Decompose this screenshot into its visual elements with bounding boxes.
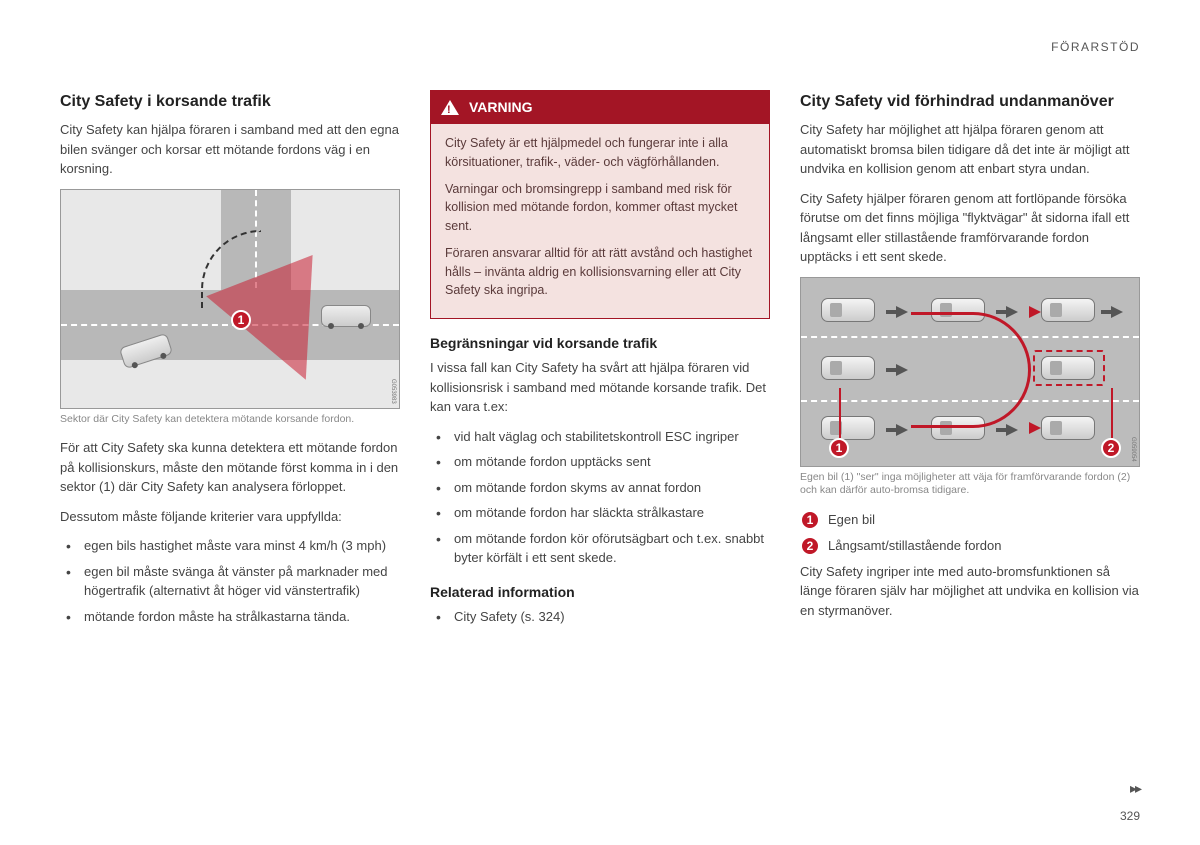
warning-title: VARNING: [469, 97, 533, 118]
col1-intro: City Safety kan hjälpa föraren i samband…: [60, 120, 400, 179]
col2-h3b: Relaterad information: [430, 582, 770, 603]
legend2-text: Långsamt/stillastående fordon: [828, 536, 1001, 556]
traffic-car-icon: [821, 416, 875, 440]
traffic-car-icon: [821, 298, 875, 322]
col1-p1: För att City Safety ska kunna detektera …: [60, 438, 400, 497]
warn-p1: City Safety är ett hjälpmedel och funger…: [445, 134, 755, 172]
badge-2-icon: 2: [800, 536, 820, 556]
own-car-icon: [821, 356, 875, 380]
traffic-car-icon: [1041, 416, 1095, 440]
col3-p1: City Safety hjälper föraren genom att fo…: [800, 189, 1140, 267]
badge-2: 2: [1101, 438, 1121, 458]
column-right: City Safety vid förhindrad undanmanöver …: [800, 90, 1140, 636]
diagram2-caption: Egen bil (1) "ser" inga möjligheter att …: [800, 471, 1140, 498]
warning-triangle-icon: [441, 100, 459, 115]
diagram1-caption: Sektor där City Safety kan detektera möt…: [60, 413, 400, 427]
list-item: vid halt väglag och stabilitetskontroll …: [430, 427, 770, 447]
badge-1-icon: 1: [800, 510, 820, 530]
continue-marker: ▸▸: [1130, 780, 1140, 797]
list-item: om mötande fordon skyms av annat fordon: [430, 478, 770, 498]
badge-1: 1: [829, 438, 849, 458]
column-left: City Safety i korsande trafik City Safet…: [60, 90, 400, 636]
warning-header: VARNING: [431, 91, 769, 124]
col3-p2: City Safety ingriper inte med auto-broms…: [800, 562, 1140, 621]
column-middle: VARNING City Safety är ett hjälpmedel oc…: [430, 90, 770, 636]
col1-p2: Dessutom måste följande kriterier vara u…: [60, 507, 400, 527]
warning-body: City Safety är ett hjälpmedel och funger…: [431, 124, 769, 318]
list-item: om mötande fordon kör oförutsägbart och …: [430, 529, 770, 568]
list-item: egen bils hastighet måste vara minst 4 k…: [60, 536, 400, 556]
legend-2: 2 Långsamt/stillastående fordon: [800, 536, 1140, 556]
intersection-diagram: 1 G053983: [60, 189, 400, 409]
list-item: City Safety (s. 324): [430, 607, 770, 627]
col1-title: City Safety i korsande trafik: [60, 90, 400, 114]
warn-p3: Föraren ansvarar alltid för att rätt avs…: [445, 244, 755, 300]
col2-related-list: City Safety (s. 324): [430, 607, 770, 627]
col2-h3a: Begränsningar vid korsande trafik: [430, 333, 770, 354]
image-code: G059054: [1128, 437, 1137, 462]
legend1-text: Egen bil: [828, 510, 875, 530]
section-header: FÖRARSTÖD: [1051, 40, 1140, 54]
list-item: om mötande fordon har släckta strålkasta…: [430, 503, 770, 523]
col2-begr: I vissa fall kan City Safety ha svårt at…: [430, 358, 770, 417]
oncoming-car-icon: [321, 305, 371, 327]
warning-box: VARNING City Safety är ett hjälpmedel oc…: [430, 90, 770, 319]
warn-p2: Varningar och bromsingrepp i samband med…: [445, 180, 755, 236]
list-item: om mötande fordon upptäcks sent: [430, 452, 770, 472]
page-number: 329: [1120, 809, 1140, 823]
list-item: mötande fordon måste ha strålkastarna tä…: [60, 607, 400, 627]
lane-diagram: 1 2 G059054: [800, 277, 1140, 467]
badge-1: 1: [231, 310, 251, 330]
list-item: egen bil måste svänga åt vänster på mark…: [60, 562, 400, 601]
image-code: G053983: [388, 379, 397, 404]
page-columns: City Safety i korsande trafik City Safet…: [60, 90, 1140, 636]
col1-list: egen bils hastighet måste vara minst 4 k…: [60, 536, 400, 626]
legend-1: 1 Egen bil: [800, 510, 1140, 530]
col2-list: vid halt väglag och stabilitetskontroll …: [430, 427, 770, 568]
col3-title: City Safety vid förhindrad undanmanöver: [800, 90, 1140, 114]
col3-intro: City Safety har möjlighet att hjälpa för…: [800, 120, 1140, 179]
traffic-car-icon: [1041, 298, 1095, 322]
